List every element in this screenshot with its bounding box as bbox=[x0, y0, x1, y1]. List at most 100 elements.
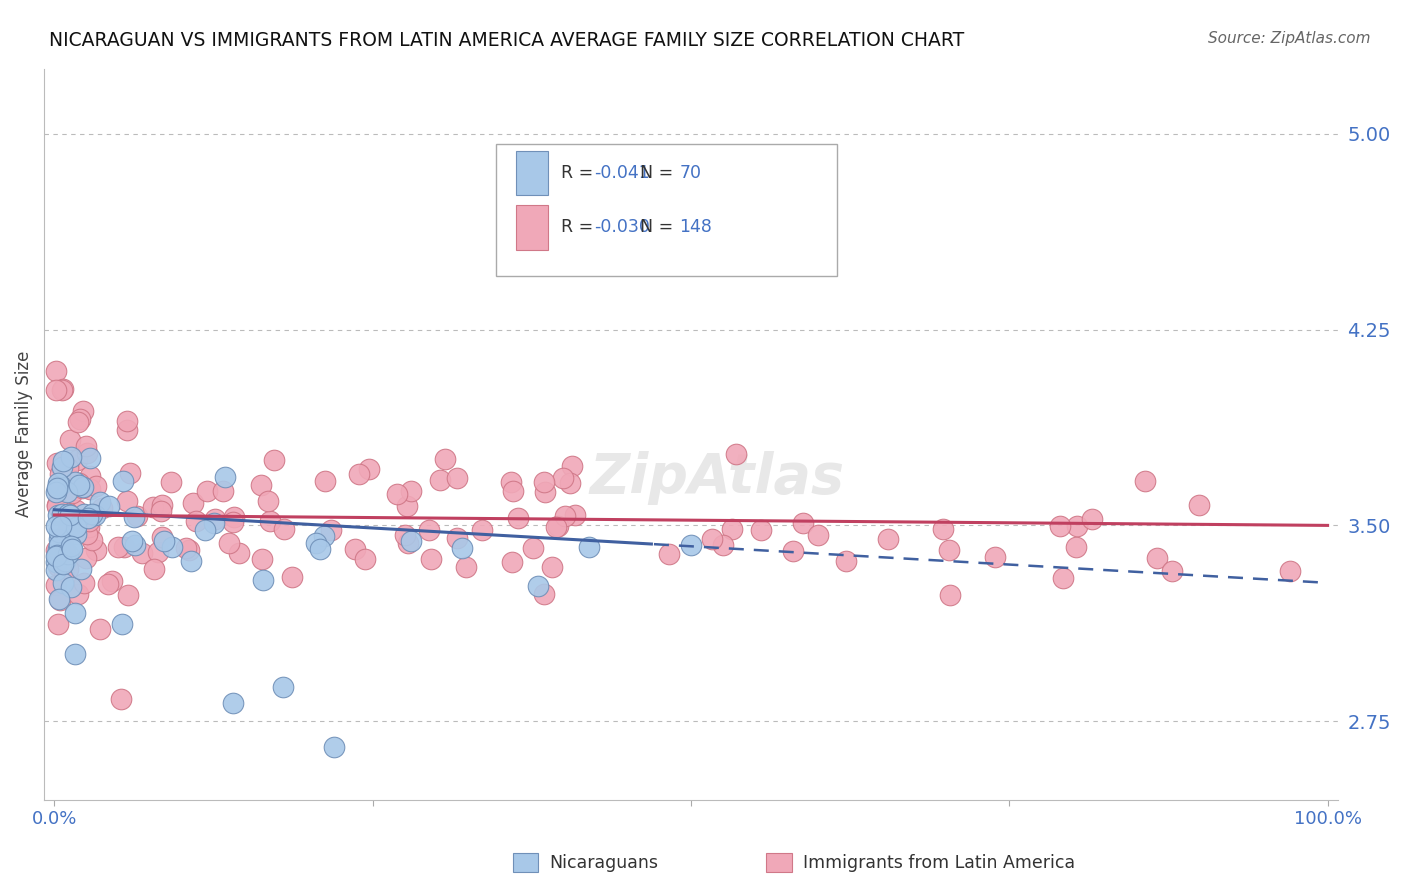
Point bbox=[433, 451, 456, 466]
Point bbox=[48, 538, 70, 552]
Point bbox=[499, 475, 522, 489]
Text: Source: ZipAtlas.com: Source: ZipAtlas.com bbox=[1208, 31, 1371, 46]
Point bbox=[399, 533, 422, 548]
Point bbox=[48, 525, 70, 540]
Point bbox=[323, 740, 346, 755]
Point bbox=[46, 456, 69, 470]
Text: -0.030: -0.030 bbox=[595, 219, 650, 236]
Point bbox=[75, 438, 97, 452]
Point bbox=[418, 523, 440, 537]
Point bbox=[65, 527, 87, 541]
Point bbox=[534, 485, 557, 500]
Point bbox=[46, 541, 69, 556]
Point bbox=[48, 533, 70, 547]
Point bbox=[112, 540, 135, 554]
Point bbox=[45, 542, 67, 557]
Point bbox=[79, 451, 101, 466]
Point bbox=[72, 480, 94, 494]
Point bbox=[749, 523, 772, 537]
Point bbox=[62, 542, 84, 557]
Point bbox=[80, 533, 103, 548]
Point bbox=[75, 512, 97, 526]
Point bbox=[396, 536, 419, 550]
Point bbox=[46, 508, 69, 523]
Point bbox=[52, 564, 75, 578]
Point bbox=[314, 475, 336, 489]
Point bbox=[150, 498, 173, 512]
Point bbox=[45, 519, 67, 533]
Point bbox=[792, 516, 814, 530]
Point bbox=[399, 483, 422, 498]
Point bbox=[58, 456, 80, 470]
Point bbox=[153, 533, 176, 548]
Point bbox=[45, 578, 67, 592]
Point bbox=[359, 461, 381, 475]
Point bbox=[79, 482, 101, 496]
Point bbox=[319, 524, 342, 538]
Point bbox=[60, 485, 83, 500]
Text: N =: N = bbox=[640, 164, 679, 182]
Point bbox=[202, 516, 225, 531]
Text: 70: 70 bbox=[679, 164, 702, 182]
Point bbox=[45, 548, 67, 562]
Point bbox=[305, 536, 328, 550]
Point bbox=[984, 549, 1007, 564]
Point bbox=[257, 494, 280, 508]
Point bbox=[1133, 474, 1156, 488]
Point bbox=[49, 592, 72, 607]
Point bbox=[1146, 551, 1168, 566]
Point bbox=[446, 531, 468, 545]
Point bbox=[46, 558, 69, 573]
Point bbox=[181, 496, 204, 510]
Point bbox=[49, 477, 72, 491]
Point bbox=[720, 522, 742, 536]
Point bbox=[560, 475, 582, 490]
Point bbox=[59, 433, 82, 447]
Point bbox=[396, 499, 419, 513]
Point bbox=[160, 540, 183, 554]
Point bbox=[679, 538, 702, 552]
Point bbox=[115, 414, 138, 428]
Point bbox=[45, 364, 67, 378]
Point bbox=[211, 483, 233, 498]
Point bbox=[186, 514, 208, 528]
Point bbox=[48, 492, 70, 507]
Point bbox=[63, 647, 86, 661]
Point bbox=[51, 384, 73, 398]
Point bbox=[121, 533, 143, 548]
Point bbox=[84, 479, 107, 493]
Point bbox=[53, 545, 76, 559]
Point bbox=[65, 502, 87, 516]
Text: ZipAtlas: ZipAtlas bbox=[589, 450, 845, 505]
Point bbox=[429, 473, 451, 487]
Point bbox=[252, 573, 274, 587]
Point bbox=[125, 508, 148, 523]
Point bbox=[343, 542, 366, 557]
Point bbox=[115, 423, 138, 437]
Point bbox=[394, 528, 416, 542]
Point bbox=[807, 527, 830, 541]
Point bbox=[45, 563, 67, 577]
Point bbox=[56, 547, 79, 561]
Point bbox=[782, 544, 804, 558]
Text: Nicaraguans: Nicaraguans bbox=[550, 854, 659, 871]
Point bbox=[120, 467, 142, 481]
Point bbox=[115, 494, 138, 508]
Point bbox=[547, 519, 569, 533]
Point bbox=[56, 505, 79, 519]
Text: -0.041: -0.041 bbox=[595, 164, 650, 182]
Point bbox=[52, 531, 75, 545]
Point bbox=[1081, 512, 1104, 526]
Point bbox=[218, 535, 240, 549]
Point bbox=[561, 458, 583, 473]
Point bbox=[124, 509, 146, 524]
Point bbox=[551, 471, 574, 485]
Point bbox=[160, 475, 183, 489]
Text: R =: R = bbox=[561, 219, 599, 236]
Point bbox=[222, 516, 245, 530]
Point bbox=[117, 588, 139, 602]
Point bbox=[501, 555, 523, 569]
Point bbox=[69, 561, 91, 575]
Point bbox=[1160, 564, 1182, 578]
Point bbox=[273, 680, 295, 694]
